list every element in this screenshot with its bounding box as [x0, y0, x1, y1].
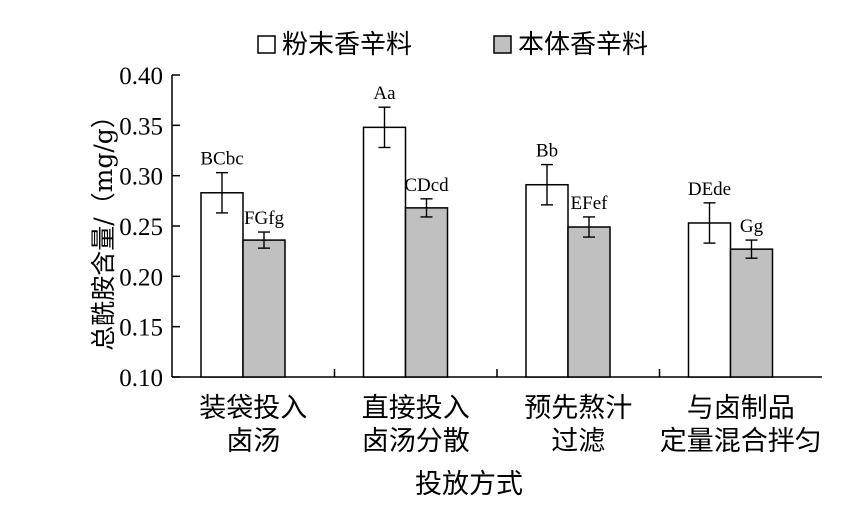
data-label: CDcd [404, 175, 449, 196]
y-axis-title: 总酰胺含量/（mg/g） [89, 103, 118, 351]
bar [567, 226, 611, 378]
x-tick-label: 定量混合拌匀 [660, 426, 822, 457]
bar [729, 248, 774, 378]
legend-label: 本体香辛料 [518, 30, 648, 60]
y-tick-label: 0.10 [119, 365, 163, 392]
y-axis-title-group: 总酰胺含量/（mg/g） [89, 103, 118, 351]
legend-swatch [257, 35, 276, 54]
y-tick-label: 0.40 [119, 63, 163, 90]
data-label: Gg [740, 216, 764, 237]
bar [404, 207, 449, 378]
x-tick-label: 预先熬汁 [524, 393, 632, 424]
x-tick-label: 卤汤 [226, 426, 280, 457]
axes: 0.10 0.15 0.20 0.25 0.30 0.35 0.40 [119, 63, 822, 392]
x-tick-label: 卤汤分散 [362, 426, 470, 457]
y-tick-label: 0.15 [119, 315, 163, 342]
data-label: Bb [536, 141, 558, 162]
y-tick-label: 0.20 [119, 264, 163, 291]
data-label: BCbc [200, 149, 243, 170]
legend-label: 粉末香辛料 [282, 30, 412, 60]
bar [242, 239, 286, 378]
y-tick-label: 0.35 [119, 113, 163, 140]
y-tick-label: 0.30 [119, 164, 163, 191]
bar [687, 222, 732, 378]
bar [200, 192, 244, 378]
bar [525, 183, 569, 378]
y-tick-label: 0.25 [119, 214, 163, 241]
x-tick-label: 过滤 [551, 426, 605, 457]
x-tick-label: 直接投入 [362, 393, 470, 424]
data-label: DEde [688, 179, 731, 200]
bars: BCbc FGfg Aa CDcd Bb EFef DEde Gg [200, 83, 774, 378]
bar [362, 126, 407, 378]
x-tick-label: 装袋投入 [199, 393, 307, 424]
data-label: FGfg [244, 208, 285, 229]
x-tick-label: 与卤制品 [687, 393, 795, 424]
data-label: EFef [571, 193, 609, 214]
legend: 粉末香辛料 本体香辛料 [257, 30, 648, 60]
data-label: Aa [373, 83, 396, 104]
legend-swatch [493, 35, 512, 54]
x-axis-title: 投放方式 [415, 469, 523, 500]
